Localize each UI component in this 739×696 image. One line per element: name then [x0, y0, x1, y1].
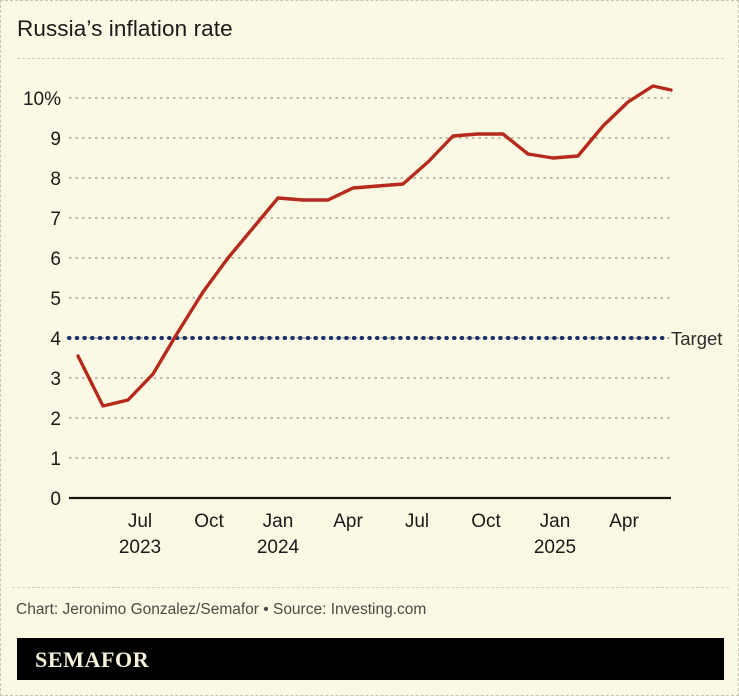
y-tick-label: 5	[50, 289, 61, 310]
y-tick-label: 8	[50, 169, 61, 190]
x-tick-month: Jul	[128, 511, 152, 532]
y-tick-label: 7	[50, 209, 61, 230]
y-tick-label: 2	[50, 409, 61, 430]
footer-divider	[12, 587, 729, 588]
x-axis-ticks: Jul 2023 Oct Jan 2024 Apr Jul Oct Jan 20…	[119, 511, 640, 558]
y-axis-ticks: 10% 9 8 7 6 5 4 3 2 1 0	[23, 89, 61, 510]
y-tick-label: 6	[50, 249, 61, 270]
chart-credit: Chart: Jeronimo Gonzalez/Semafor • Sourc…	[16, 601, 427, 618]
y-tick-label: 3	[50, 369, 61, 390]
x-tick-year: 2024	[257, 537, 300, 558]
x-tick-month: Oct	[471, 511, 501, 532]
inflation-line	[76, 84, 673, 408]
y-tick-label: 1	[50, 449, 61, 470]
target-line-label: Target	[671, 328, 722, 349]
gridlines	[69, 97, 671, 459]
target-line: Target	[67, 328, 722, 349]
x-tick-month: Jan	[540, 511, 571, 532]
semafor-logo: SEMAFOR	[35, 647, 150, 672]
x-tick-year: 2025	[534, 537, 576, 558]
title-divider	[17, 58, 724, 59]
y-tick-label: 9	[50, 129, 61, 150]
logo-bar	[17, 638, 724, 680]
line-chart-svg: 10% 9 8 7 6 5 4 3 2 1 0 Target	[23, 84, 722, 558]
page-title: Russia’s inflation rate	[17, 16, 233, 41]
x-tick-month: Apr	[609, 511, 639, 532]
x-tick-month: Jul	[405, 511, 429, 532]
x-tick-year: 2023	[119, 537, 161, 558]
x-tick-month: Oct	[194, 511, 224, 532]
y-tick-label: 10%	[23, 89, 61, 110]
x-tick-month: Apr	[333, 511, 363, 532]
y-tick-label: 4	[50, 329, 61, 350]
chart-plot-area: 10% 9 8 7 6 5 4 3 2 1 0 Target	[1, 1, 738, 581]
y-tick-label: 0	[50, 489, 61, 510]
x-tick-month: Jan	[263, 511, 294, 532]
